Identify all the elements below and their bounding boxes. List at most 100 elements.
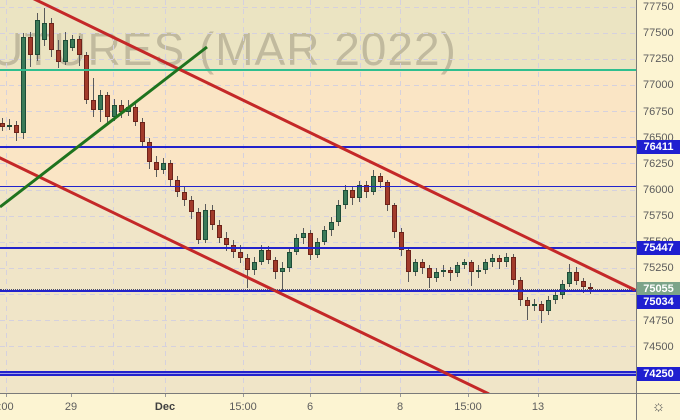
candle: [112, 104, 117, 117]
gridline-vertical: [538, 0, 539, 393]
price-axis-label: 77500: [643, 27, 674, 40]
price-axis[interactable]: 77750 77500 77250 77000 76750 76500 76250 76000…: [637, 0, 680, 393]
time-axis-label: 15:00: [229, 401, 257, 413]
candle: [322, 230, 327, 242]
candle: [490, 257, 495, 263]
candle: [420, 262, 425, 268]
time-axis-tick: [310, 394, 311, 397]
horizontal-line-unlabeled-76030[interactable]: [0, 186, 636, 188]
time-axis-label: Dec: [154, 401, 176, 413]
candle: [399, 231, 404, 251]
candle: [301, 232, 306, 239]
candle: [546, 299, 551, 311]
candle: [504, 256, 509, 263]
candle: [378, 175, 383, 183]
horizontal-line-76411[interactable]: [0, 146, 636, 149]
candle-wick: [471, 260, 472, 287]
candle: [133, 106, 138, 123]
price-axis-label: 74750: [643, 314, 674, 327]
candle: [553, 295, 558, 300]
candle: [14, 125, 19, 133]
candle: [35, 20, 40, 56]
candle: [56, 49, 61, 62]
candle: [245, 257, 250, 270]
candle: [42, 22, 47, 41]
candle: [371, 175, 376, 193]
candle: [63, 39, 68, 62]
price-label-75055: 75055: [637, 282, 680, 296]
price-axis-label: 77750: [643, 1, 674, 13]
price-label-76411: 76411: [637, 140, 680, 154]
candle: [448, 270, 453, 274]
candle: [217, 225, 222, 239]
candle: [539, 304, 544, 311]
candle-wick: [282, 262, 283, 290]
horizontal-line-75447[interactable]: [0, 246, 636, 249]
gridline-horizontal: [0, 189, 636, 191]
candle: [567, 272, 572, 285]
symbol-watermark: UTURES (MAR 2022): [0, 23, 457, 75]
candle: [525, 299, 530, 307]
candle: [455, 264, 460, 274]
gridline-horizontal: [0, 32, 636, 34]
candle: [343, 190, 348, 206]
time-axis-tick: [538, 394, 539, 397]
candle: [175, 180, 180, 193]
current-price-line: [0, 288, 636, 290]
candle: [483, 262, 488, 270]
candle: [413, 262, 418, 273]
gear-icon[interactable]: ☼: [651, 398, 666, 415]
candle-wick: [527, 296, 528, 320]
gridline-vertical: [113, 0, 114, 393]
candlestick-series: [0, 8, 593, 323]
candle: [21, 37, 26, 134]
background-shaded-zone: [0, 70, 636, 187]
candle: [280, 267, 285, 273]
horizontal-line-unlabeled-77147[interactable]: [0, 69, 636, 72]
trendlines-layer: [0, 0, 636, 393]
time-axis-tick: [400, 394, 401, 397]
trendline-descending-channel-lower[interactable]: [0, 156, 490, 393]
candle: [98, 94, 103, 110]
candle: [161, 162, 166, 171]
candle: [252, 262, 257, 270]
time-axis-label: 29: [64, 401, 78, 413]
candle-wick: [450, 267, 451, 281]
price-axis-separator: [636, 0, 637, 420]
gridline-horizontal: [0, 294, 636, 296]
candle: [581, 280, 586, 288]
gridline-vertical: [243, 0, 244, 393]
candle: [511, 256, 516, 280]
candle: [336, 205, 341, 222]
candle-wick: [499, 254, 500, 270]
horizontal-line-75034[interactable]: [0, 290, 636, 293]
candle: [266, 250, 271, 261]
candle: [385, 182, 390, 206]
gridline-horizontal: [0, 215, 636, 217]
time-axis-tick: [243, 394, 244, 397]
candle-wick: [93, 78, 94, 117]
candle: [476, 270, 481, 273]
price-axis-label: 74500: [643, 340, 674, 353]
time-axis[interactable]: :00 29 Dec 15:00 6 8 15:00 13: [0, 394, 680, 420]
trendline-ascending-support[interactable]: [0, 45, 208, 209]
candle: [49, 22, 54, 50]
chart-pane[interactable]: UTURES (MAR 2022): [0, 0, 636, 393]
candle: [105, 94, 110, 117]
gridline-horizontal: [0, 320, 636, 322]
gridline-vertical: [310, 0, 311, 393]
candle: [91, 100, 96, 110]
time-axis-label: 15:00: [454, 401, 482, 413]
candle: [168, 162, 173, 181]
candle: [518, 279, 523, 300]
candle-wick: [247, 253, 248, 289]
price-axis-label: 75250: [643, 262, 674, 275]
candle: [469, 262, 474, 273]
price-label-74250: 74250: [637, 367, 680, 381]
time-axis-label: 8: [396, 401, 404, 413]
trendline-descending-channel-upper[interactable]: [28, 0, 636, 292]
gridline-horizontal: [0, 84, 636, 86]
candle: [427, 267, 432, 278]
horizontal-line-74250[interactable]: [0, 370, 636, 376]
candle: [350, 190, 355, 198]
